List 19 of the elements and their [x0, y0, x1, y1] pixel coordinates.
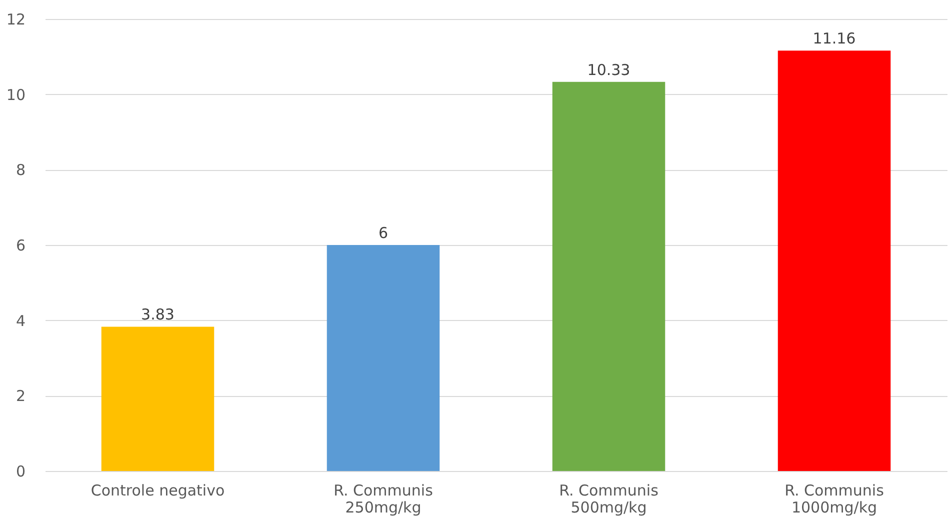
bar	[552, 82, 666, 471]
y-tick-label: 2	[16, 387, 26, 406]
data-label: 6	[378, 224, 388, 242]
y-tick-label: 4	[16, 312, 26, 330]
y-tick-label: 12	[6, 10, 26, 28]
data-label: 3.83	[141, 306, 174, 324]
data-label: 11.16	[812, 30, 856, 48]
x-tick-label: R. Communis 1000mg/kg	[784, 482, 884, 516]
x-tick-label: R. Communis 500mg/kg	[559, 482, 659, 516]
bar	[778, 50, 891, 471]
y-tick-label: 0	[16, 462, 26, 480]
y-tick-label: 10	[6, 86, 26, 104]
y-tick-label: 8	[16, 161, 26, 180]
x-tick-label: Controle negativo	[90, 482, 225, 500]
data-label: 10.33	[587, 60, 630, 79]
bar	[101, 326, 214, 471]
bar	[326, 245, 440, 471]
y-tick-label: 6	[16, 236, 26, 254]
x-tick-label: R. Communis 250mg/kg	[334, 482, 434, 516]
